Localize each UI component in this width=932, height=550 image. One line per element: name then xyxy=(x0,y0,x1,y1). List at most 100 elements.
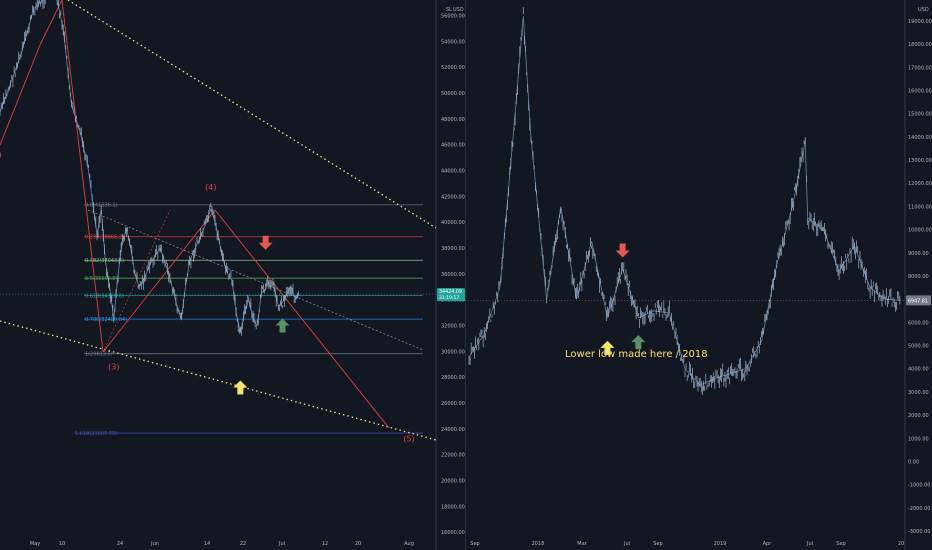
wave-line xyxy=(102,209,216,353)
y-tick-label: 11000.00 xyxy=(908,204,932,210)
x-tick-label: Apr xyxy=(763,541,773,547)
up-arrow-icon xyxy=(275,318,290,333)
price-line xyxy=(0,0,300,332)
y-tick-label: 3000.00 xyxy=(908,390,929,396)
fib-level-label: 0.382(37043.4) xyxy=(85,258,124,264)
price-line xyxy=(468,16,902,386)
x-tick-label: 10 xyxy=(59,541,65,547)
scale-mode-label: SL xyxy=(446,7,452,13)
y-tick-label: 40000.00 xyxy=(441,220,465,226)
wave-line xyxy=(214,209,390,429)
y-tick-label: 56000.00 xyxy=(441,13,465,19)
y-tick-label: 5000.00 xyxy=(908,344,929,350)
y-tick-label: -1000.00 xyxy=(908,483,930,489)
y-tick-label: 18000.00 xyxy=(441,504,465,510)
price-badge-value: 6947.81 xyxy=(908,298,928,304)
y-tick-label: 28000.00 xyxy=(441,375,465,381)
price-wicks xyxy=(468,7,901,395)
y-tick-label: 0.00 xyxy=(908,460,919,466)
currency-label: USD xyxy=(918,7,929,13)
y-tick-label: 12000.00 xyxy=(908,181,932,187)
x-tick-label: Sep xyxy=(653,541,662,547)
y-tick-label: 17000.00 xyxy=(908,65,932,71)
wave-label: (5) xyxy=(403,435,414,444)
x-tick-label: Jun xyxy=(150,541,159,547)
price-badge-value: 34424.09 xyxy=(439,289,462,295)
y-tick-label: 50000.00 xyxy=(441,91,465,97)
y-tick-label: 13000.00 xyxy=(908,158,932,164)
y-tick-label: 24000.00 xyxy=(441,427,465,433)
right-chart-panel: USD 19000.00 18000.00 17000.00 16000.00 15000… xyxy=(465,0,932,550)
wave-label: (3) xyxy=(108,362,119,371)
lower-trendline xyxy=(0,320,437,441)
y-tick-label: 16000.00 xyxy=(441,530,465,536)
wave-line xyxy=(61,0,104,353)
x-tick-label: 24 xyxy=(117,541,123,547)
y-tick-label: 18000.00 xyxy=(908,42,932,48)
y-tick-label: 52000.00 xyxy=(441,65,465,71)
x-tick-label: 2019 xyxy=(714,541,727,547)
y-tick-label: 32000.00 xyxy=(441,323,465,329)
y-tick-label: 2000.00 xyxy=(908,413,929,419)
up-arrow-icon xyxy=(600,340,615,355)
y-tick-label: 30000.00 xyxy=(441,349,465,355)
x-tick-label: 14 xyxy=(204,541,210,547)
y-tick-label: -3000.00 xyxy=(908,529,930,535)
y-tick-label: 15000.00 xyxy=(908,112,932,118)
y-tick-label: 19000.00 xyxy=(908,19,932,25)
y-tick-label: 9000.00 xyxy=(908,251,929,257)
y-tick-label: 42000.00 xyxy=(441,194,465,200)
y-tick-label: 54000.00 xyxy=(441,39,465,45)
x-tick-label: Aug xyxy=(404,541,414,547)
y-tick-label: 20000.00 xyxy=(441,478,465,484)
wave-label: (4) xyxy=(205,183,216,192)
x-tick-label: Jul xyxy=(806,541,813,547)
fib-level-label: 1.618(23667.75) xyxy=(75,431,117,437)
right-price-chart[interactable]: USD 19000.00 18000.00 17000.00 16000.00 15000… xyxy=(465,0,932,550)
up-arrow-icon xyxy=(631,335,646,350)
x-tick-label: Sep xyxy=(470,541,479,547)
x-tick-label: 22 xyxy=(240,541,246,547)
currency-label: USD xyxy=(453,7,464,13)
price-badge xyxy=(906,295,931,306)
wave-label: ) xyxy=(0,151,2,160)
y-tick-label: 14000.00 xyxy=(908,135,932,141)
y-tick-label: 26000.00 xyxy=(441,401,465,407)
fib-level-label: 1(29813.5) xyxy=(85,351,113,357)
y-tick-label: 6000.00 xyxy=(908,320,929,326)
y-tick-label: 38000.00 xyxy=(441,246,465,252)
y-tick-label: 10000.00 xyxy=(908,228,932,234)
down-arrow-icon xyxy=(258,235,273,250)
x-tick-label: 12 xyxy=(322,541,328,547)
y-tick-label: 1000.00 xyxy=(908,436,929,442)
y-tick-label: 8000.00 xyxy=(908,274,929,280)
down-arrow-icon xyxy=(615,243,630,258)
y-tick-label: 22000.00 xyxy=(441,453,465,459)
y-tick-label: 48000.00 xyxy=(441,117,465,123)
x-tick-label: 20 xyxy=(898,541,904,547)
x-tick-label: Jul xyxy=(278,541,285,547)
fib-level-label: 0.786(32489.84) xyxy=(85,317,127,323)
x-tick-label: May xyxy=(30,541,40,547)
up-arrow-icon xyxy=(233,380,248,395)
x-tick-label: Jul xyxy=(623,541,630,547)
y-tick-label: -2000.00 xyxy=(908,506,930,512)
y-tick-label: 46000.00 xyxy=(441,143,465,149)
x-tick-label: 2018 xyxy=(532,541,545,547)
annotation-lower-low: Lower low made here / 2018 xyxy=(565,349,708,360)
upper-trendline xyxy=(67,0,437,229)
y-tick-label: 16000.00 xyxy=(908,88,932,94)
price-badge xyxy=(437,288,465,302)
x-tick-label: Mar xyxy=(577,541,587,547)
fib-level-label: 0.5(35660.8) xyxy=(85,276,118,282)
fib-level-label: 0.236(38866.2) xyxy=(85,235,124,241)
price-badge-timer: 31:19:17 xyxy=(439,295,459,301)
left-chart-panel: SL USD 56000.00 54000.00 52000.00 50000.00 480… xyxy=(0,0,465,550)
wave-line xyxy=(0,44,41,146)
x-tick-label: Sep xyxy=(836,541,845,547)
fib-level-label: 0.618(34320.0) xyxy=(85,293,124,299)
y-tick-label: 4000.00 xyxy=(908,367,929,373)
channel-dash-line xyxy=(87,209,424,351)
y-tick-label: 36000.00 xyxy=(441,272,465,278)
